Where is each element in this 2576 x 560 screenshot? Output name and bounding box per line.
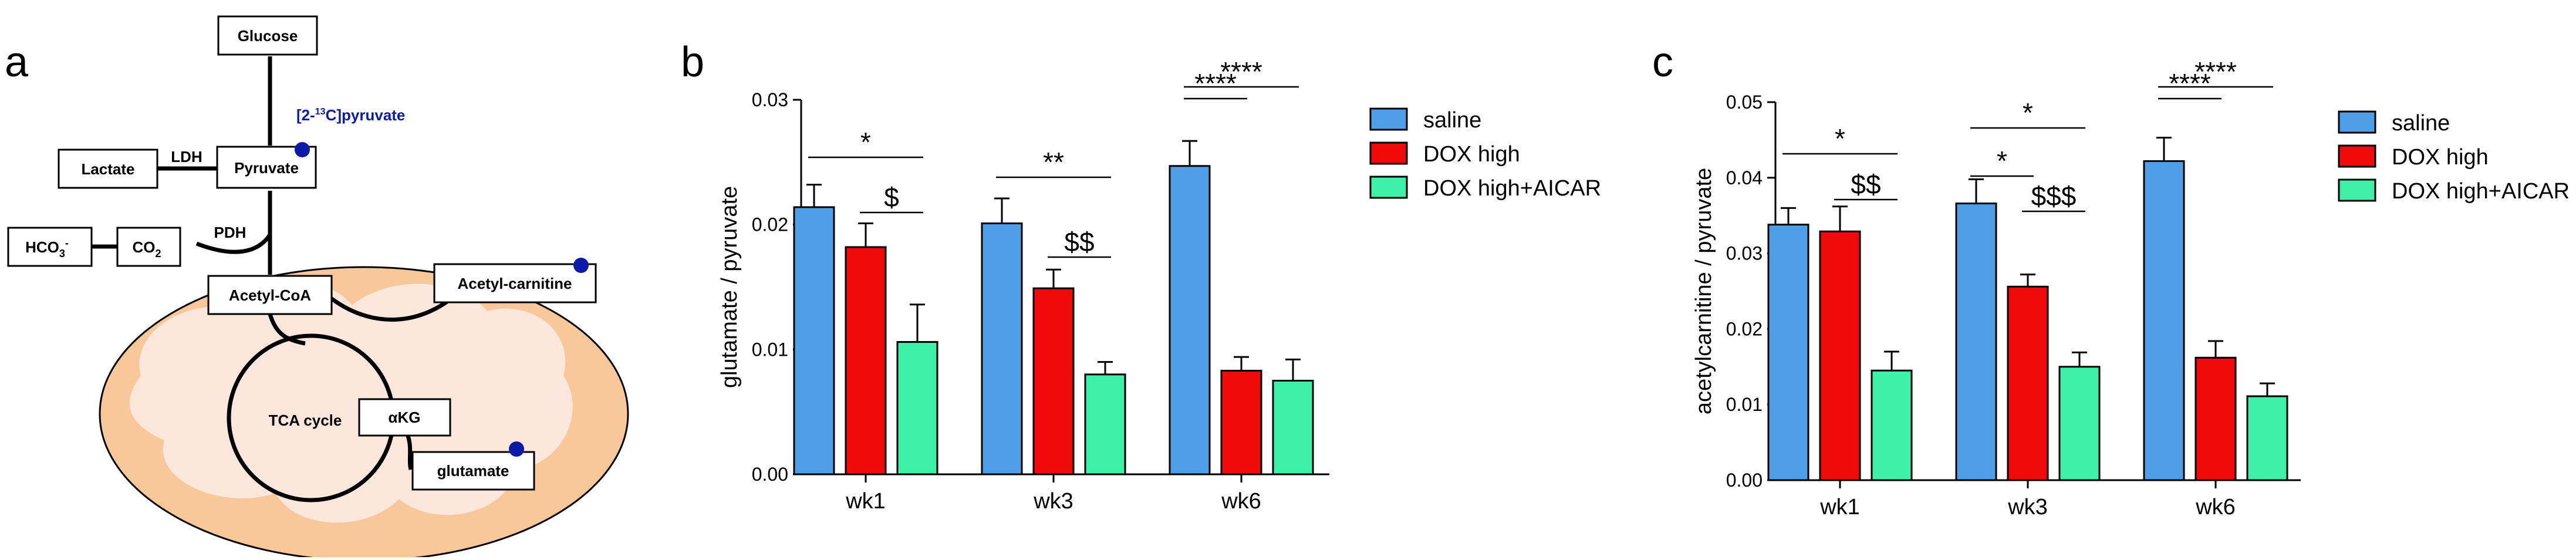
glucose-box: Glucose: [217, 15, 318, 56]
significance-label: **: [1043, 147, 1064, 177]
bar: [1819, 230, 1861, 481]
panel-a-letter: a: [5, 39, 29, 86]
bar: [845, 246, 887, 475]
significance-label: *: [1997, 146, 2007, 176]
acetyl-coa-box: Acetyl-CoA: [207, 275, 333, 315]
legend-label: saline: [2392, 111, 2450, 136]
y-tick-label: 0.02: [752, 214, 788, 235]
tracer-dot-pyruvate: [295, 142, 310, 157]
legend-label: DOX high+AICAR: [2392, 179, 2570, 204]
acetyl-carnitine-label: Acetyl-carnitine: [457, 275, 572, 292]
legend-label: DOX high: [1423, 142, 1520, 167]
bar: [896, 341, 938, 475]
bar: [1767, 224, 1809, 481]
y-tick-label: 0.01: [1726, 394, 1763, 415]
co2-box: CO2: [116, 227, 181, 267]
y-tick-label: 0.01: [752, 339, 788, 360]
y-tick-label: 0.04: [1726, 167, 1763, 188]
hco3-box: HCO3-: [7, 227, 93, 267]
pdh-label: PDH: [214, 224, 247, 241]
y-axis-title: acetylcarnitine / pyruvate: [1692, 168, 1716, 414]
x-tick-label: wk1: [845, 489, 886, 514]
chart-c: 0.00 0.01 0.02 0.03 0.04 0.05 acetylcarnitine …: [1692, 56, 2570, 519]
bar: [1871, 369, 1913, 481]
significance-label: *: [1835, 123, 1845, 154]
legend-label: DOX high+AICAR: [1423, 176, 1601, 201]
glucose-label: Glucose: [238, 27, 298, 45]
significance-label: ****: [2195, 56, 2237, 87]
significance-label: ****: [1194, 68, 1237, 99]
hco3-label: HCO3-: [25, 237, 69, 259]
significance-label: $$: [1064, 227, 1094, 257]
bar: [793, 206, 835, 475]
y-tick-label: 0.00: [752, 464, 788, 485]
panel-b-letter: b: [681, 39, 704, 86]
x-tick-label: wk3: [1033, 489, 1073, 514]
y-axis-title: glutamate / pyruvate: [717, 186, 742, 388]
y-tick-label: 0.05: [1726, 92, 1763, 113]
tca-cycle-label: TCA cycle: [269, 411, 342, 429]
legend-label: DOX high: [2392, 145, 2489, 170]
legend-swatch: [2338, 144, 2376, 168]
legend-swatch: [1369, 107, 1408, 131]
x-tick-label: wk3: [2007, 495, 2048, 519]
bar: [1955, 203, 1997, 481]
significance-label: $$$: [2031, 181, 2077, 211]
legend-swatch: [2338, 178, 2376, 202]
bar: [1032, 287, 1075, 475]
legend-label: saline: [1423, 108, 1481, 133]
bar: [1220, 369, 1262, 475]
bar: [2195, 356, 2237, 481]
x-tick-label: wk6: [1221, 489, 1261, 514]
legend-swatch: [1369, 176, 1408, 199]
tracer-dot-acetyl-carnitine: [573, 258, 589, 273]
bar: [2058, 366, 2101, 481]
significance-label: $$: [1851, 169, 1880, 200]
lactate-box: Lactate: [58, 149, 158, 189]
panel-a-diagram: a Glucose Pyruvate Lactate LDH PDH: [5, 15, 629, 560]
y-tick-label: 0.03: [1726, 243, 1763, 264]
bar: [2246, 395, 2288, 481]
akg-box: αKG: [358, 398, 451, 437]
pyruvate-label: Pyruvate: [234, 159, 299, 177]
bar: [981, 222, 1023, 475]
chart-b: 0.00 0.01 0.02 0.03 glutamate / pyruvate wk1 w…: [717, 56, 1601, 514]
legend-swatch: [1369, 141, 1408, 165]
x-tick-label: wk6: [2195, 495, 2236, 519]
x-tick-label: wk1: [1819, 495, 1860, 519]
bar: [1169, 165, 1211, 475]
tracer-label: [2-13C]pyruvate: [296, 106, 405, 124]
bar: [1272, 380, 1314, 475]
bar: [2007, 285, 2049, 481]
acetyl-coa-label: Acetyl-CoA: [229, 286, 311, 304]
bar: [1084, 373, 1126, 475]
y-tick-label: 0.02: [1726, 318, 1763, 339]
ldh-label: LDH: [171, 148, 202, 166]
bar: [2143, 160, 2185, 481]
legend-swatch: [2338, 110, 2376, 134]
glutamate-label: glutamate: [437, 462, 509, 480]
significance-label: $: [884, 182, 899, 212]
akg-label: αKG: [389, 409, 421, 426]
lactate-label: Lactate: [81, 160, 134, 178]
y-tick-label: 0.03: [752, 89, 788, 110]
glutamate-box: glutamate: [411, 451, 535, 491]
panel-c-letter: c: [1652, 39, 1673, 86]
significance-label: ****: [2169, 68, 2211, 99]
significance-label: *: [860, 127, 871, 157]
co2-label: CO2: [132, 238, 161, 259]
significance-label: ****: [1220, 56, 1262, 87]
pdh-co2-branch-line: [195, 233, 272, 254]
tracer-dot-glutamate: [509, 441, 524, 457]
acetyl-carnitine-box: Acetyl-carnitine: [433, 263, 597, 303]
acetylcoa-to-tca-line: [268, 313, 306, 346]
y-tick-label: 0.00: [1726, 470, 1763, 491]
significance-label: *: [2023, 97, 2033, 128]
